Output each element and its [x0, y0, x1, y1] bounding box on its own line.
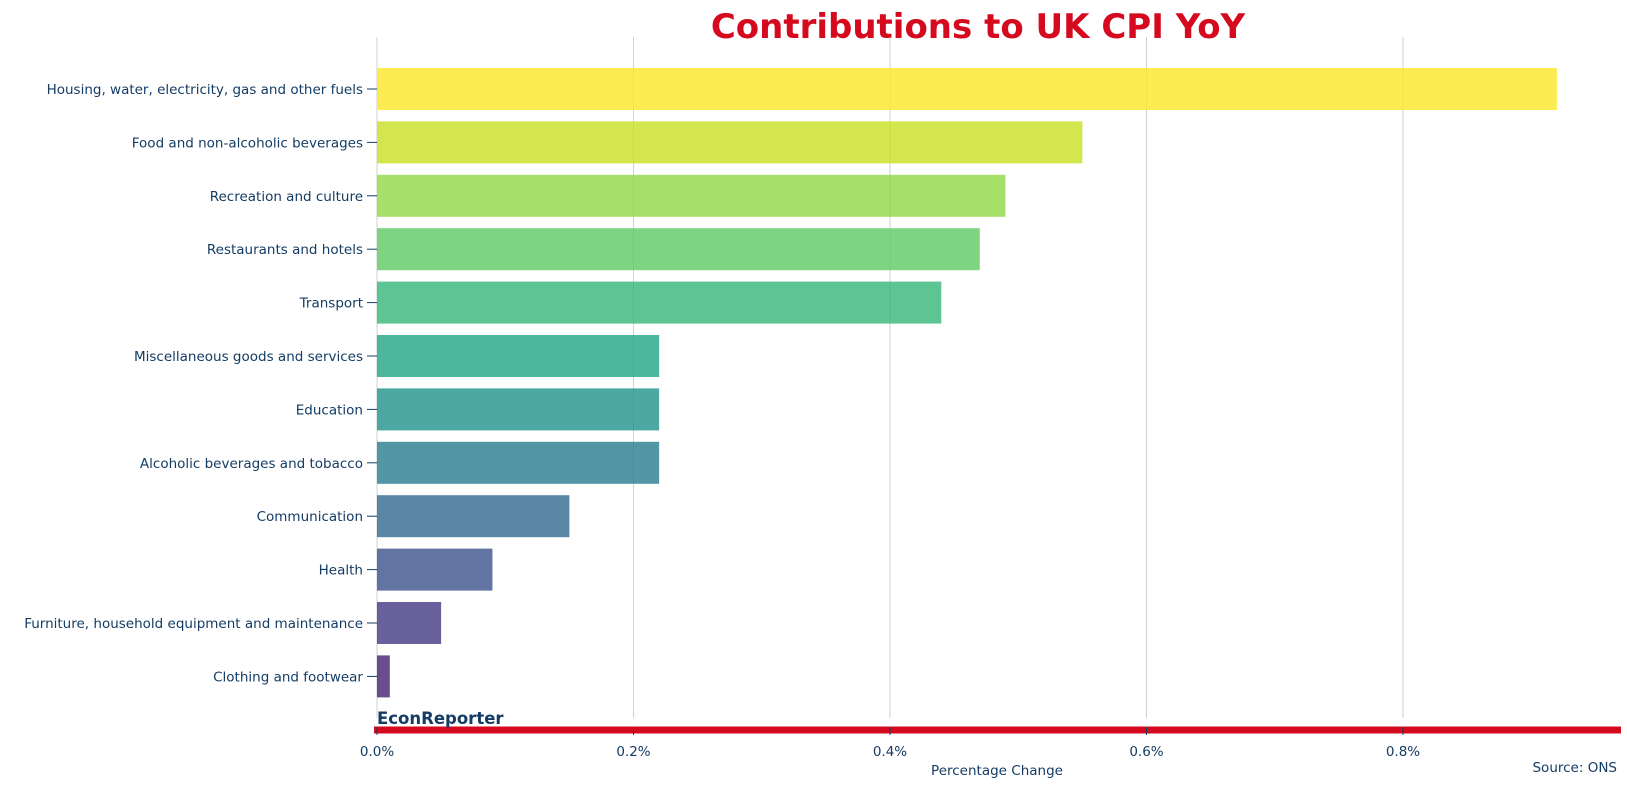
- category-label: Recreation and culture: [210, 189, 363, 205]
- bar: [377, 655, 390, 698]
- category-label: Education: [296, 402, 363, 418]
- category-label: Clothing and footwear: [213, 669, 363, 685]
- x-tick-label: 0.6%: [1129, 744, 1163, 760]
- category-label: Health: [319, 563, 363, 579]
- bar: [377, 121, 1083, 164]
- bar: [377, 68, 1557, 110]
- bars: [377, 68, 1557, 698]
- x-tick-label: 0.4%: [873, 744, 907, 760]
- chart-title: Contributions to UK CPI YoY: [711, 7, 1246, 47]
- category-label: Furniture, household equipment and maint…: [24, 616, 363, 632]
- category-label: Housing, water, electricity, gas and oth…: [47, 82, 363, 98]
- bar: [377, 228, 980, 271]
- category-labels: Housing, water, electricity, gas and oth…: [24, 82, 377, 685]
- x-tick-label: 0.8%: [1386, 744, 1420, 760]
- x-tick-label: 0.0%: [360, 744, 394, 760]
- category-label: Transport: [299, 296, 363, 312]
- category-label: Food and non-alcoholic beverages: [132, 135, 363, 151]
- bar: [377, 335, 660, 377]
- source-note: Source: ONS: [1532, 760, 1617, 776]
- bar: [377, 388, 660, 431]
- category-label: Communication: [257, 509, 363, 525]
- bar: [377, 441, 660, 484]
- bar: [377, 548, 493, 591]
- x-axis-label: Percentage Change: [931, 763, 1063, 779]
- bar: [377, 174, 1006, 217]
- bar: [377, 602, 442, 644]
- x-axis-ticks: 0.0% 0.2% 0.4% 0.6% 0.8%: [360, 727, 1420, 760]
- x-tick-label: 0.2%: [616, 744, 650, 760]
- bar: [377, 281, 942, 324]
- category-label: Alcoholic beverages and tobacco: [140, 456, 363, 472]
- brand-logo: EconReporter: [377, 709, 504, 728]
- category-label: Restaurants and hotels: [207, 242, 363, 258]
- bar: [377, 495, 570, 538]
- category-label: Miscellaneous goods and services: [134, 349, 363, 365]
